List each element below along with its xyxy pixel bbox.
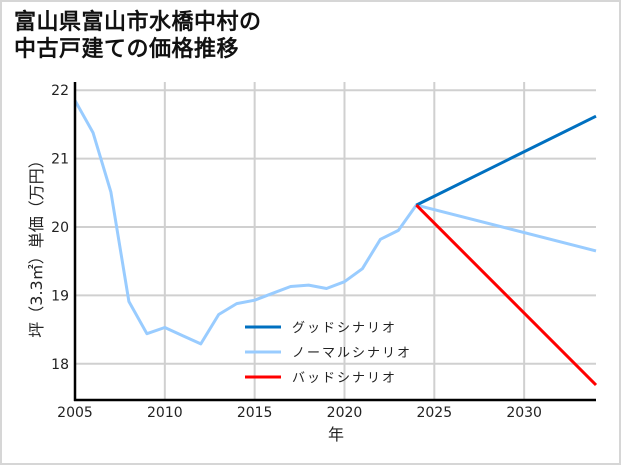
title-line-2: 中古戸建ての価格推移 — [14, 37, 240, 62]
series-line — [415, 114, 597, 207]
legend-label: バッドシナリオ — [292, 371, 397, 386]
series-lines — [73, 99, 598, 387]
gridlines — [74, 82, 596, 400]
title-line-1: 富山県富山市水橋中村の — [14, 10, 262, 35]
y-axis-label: 坪（3.3㎡）単価（万円） — [27, 152, 46, 337]
y-tick-label: 18 — [51, 357, 69, 373]
tick-labels: 18 19 20 21 22 2005 2010 2015 2020 2025 2030 — [51, 83, 542, 421]
y-tick-label: 19 — [51, 288, 69, 304]
series-line — [415, 204, 598, 387]
y-tick-label: 22 — [51, 83, 69, 99]
x-tick-label: 2005 — [57, 405, 93, 421]
chart-title: 富山県富山市水橋中村の 中古戸建ての価格推移 — [14, 9, 262, 63]
y-tick-label: 20 — [51, 220, 69, 236]
legend-label: ノーマルシナリオ — [292, 346, 412, 361]
x-tick-label: 2030 — [506, 405, 542, 421]
axes — [73, 82, 596, 402]
x-tick-label: 2010 — [147, 405, 183, 421]
x-axis-label: 年 — [328, 425, 344, 444]
legend-label: グッドシナリオ — [292, 321, 397, 336]
series-line — [73, 99, 597, 346]
x-tick-label: 2025 — [416, 405, 452, 421]
x-tick-label: 2015 — [237, 405, 273, 421]
x-tick-label: 2020 — [327, 405, 363, 421]
y-tick-label: 21 — [51, 152, 69, 168]
